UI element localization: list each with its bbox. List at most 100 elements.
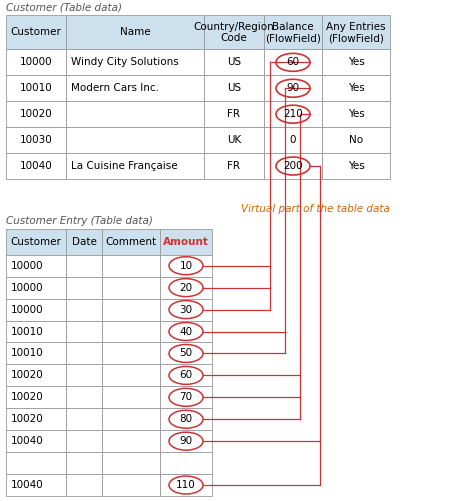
Bar: [102, 430, 160, 452]
Bar: [66, 364, 102, 386]
Bar: [66, 321, 102, 343]
Text: 10000: 10000: [11, 261, 44, 271]
Bar: [66, 127, 204, 153]
Bar: [66, 153, 204, 179]
Text: 80: 80: [179, 414, 192, 424]
Text: UK: UK: [227, 135, 241, 145]
Bar: [264, 153, 322, 179]
Bar: [322, 153, 390, 179]
Bar: [6, 16, 66, 50]
Text: 10030: 10030: [20, 135, 52, 145]
Text: 10040: 10040: [11, 480, 44, 490]
Bar: [102, 229, 160, 255]
Text: No: No: [349, 135, 363, 145]
Text: 10040: 10040: [20, 161, 52, 171]
Text: 60: 60: [179, 370, 192, 380]
Bar: [160, 299, 212, 321]
Bar: [160, 364, 212, 386]
Bar: [66, 101, 204, 127]
Bar: [322, 75, 390, 101]
Text: 0: 0: [290, 135, 296, 145]
Text: US: US: [227, 83, 241, 93]
Text: 90: 90: [287, 83, 300, 93]
Bar: [264, 127, 322, 153]
Text: Customer: Customer: [11, 28, 62, 38]
Bar: [6, 430, 66, 452]
Text: Yes: Yes: [348, 161, 364, 171]
Bar: [6, 474, 66, 496]
Bar: [66, 386, 102, 408]
Bar: [66, 16, 204, 50]
Bar: [6, 277, 66, 299]
Bar: [66, 50, 204, 75]
Bar: [66, 430, 102, 452]
Text: Country/Region
Code: Country/Region Code: [194, 22, 274, 43]
Bar: [322, 16, 390, 50]
Bar: [160, 277, 212, 299]
Text: 10020: 10020: [11, 392, 44, 402]
Text: 110: 110: [176, 480, 196, 490]
Text: La Cuisine Française: La Cuisine Française: [71, 161, 178, 171]
Bar: [102, 408, 160, 430]
Bar: [102, 364, 160, 386]
Text: 10010: 10010: [11, 327, 44, 337]
Bar: [160, 408, 212, 430]
Text: 10000: 10000: [20, 57, 52, 67]
Text: 90: 90: [179, 436, 192, 446]
Text: 10000: 10000: [11, 305, 44, 315]
Text: 10010: 10010: [11, 349, 44, 358]
Bar: [66, 75, 204, 101]
Text: Customer: Customer: [11, 237, 62, 247]
Bar: [264, 75, 322, 101]
Bar: [66, 277, 102, 299]
Bar: [322, 101, 390, 127]
Text: Name: Name: [120, 28, 151, 38]
Bar: [102, 299, 160, 321]
Bar: [66, 452, 102, 474]
Bar: [6, 127, 66, 153]
Text: 10020: 10020: [20, 109, 52, 119]
Text: Any Entries
(FlowField): Any Entries (FlowField): [326, 22, 386, 43]
Bar: [6, 386, 66, 408]
Text: 10000: 10000: [11, 283, 44, 293]
Text: Yes: Yes: [348, 109, 364, 119]
Bar: [6, 452, 66, 474]
Bar: [102, 452, 160, 474]
Bar: [66, 299, 102, 321]
Text: Date: Date: [72, 237, 96, 247]
Bar: [102, 474, 160, 496]
Text: US: US: [227, 57, 241, 67]
Bar: [160, 255, 212, 277]
Text: 30: 30: [179, 305, 192, 315]
Bar: [264, 101, 322, 127]
Text: 10020: 10020: [11, 414, 44, 424]
Bar: [102, 255, 160, 277]
Bar: [204, 16, 264, 50]
Bar: [66, 408, 102, 430]
Bar: [6, 343, 66, 364]
Text: Windy City Solutions: Windy City Solutions: [71, 57, 179, 67]
Text: 20: 20: [179, 283, 192, 293]
Bar: [102, 386, 160, 408]
Bar: [204, 127, 264, 153]
Bar: [322, 127, 390, 153]
Bar: [6, 364, 66, 386]
Bar: [6, 229, 66, 255]
Text: Virtual part of the table data: Virtual part of the table data: [241, 204, 390, 214]
Bar: [66, 343, 102, 364]
Text: Balance
(FlowField): Balance (FlowField): [265, 22, 321, 43]
Text: 200: 200: [283, 161, 303, 171]
Bar: [160, 430, 212, 452]
Text: Yes: Yes: [348, 83, 364, 93]
Bar: [6, 299, 66, 321]
Text: 10020: 10020: [11, 370, 44, 380]
Bar: [204, 153, 264, 179]
Bar: [6, 50, 66, 75]
Text: 60: 60: [287, 57, 300, 67]
Bar: [264, 50, 322, 75]
Bar: [66, 474, 102, 496]
Bar: [204, 75, 264, 101]
Bar: [264, 16, 322, 50]
Text: Customer (Table data): Customer (Table data): [6, 3, 122, 13]
Bar: [102, 321, 160, 343]
